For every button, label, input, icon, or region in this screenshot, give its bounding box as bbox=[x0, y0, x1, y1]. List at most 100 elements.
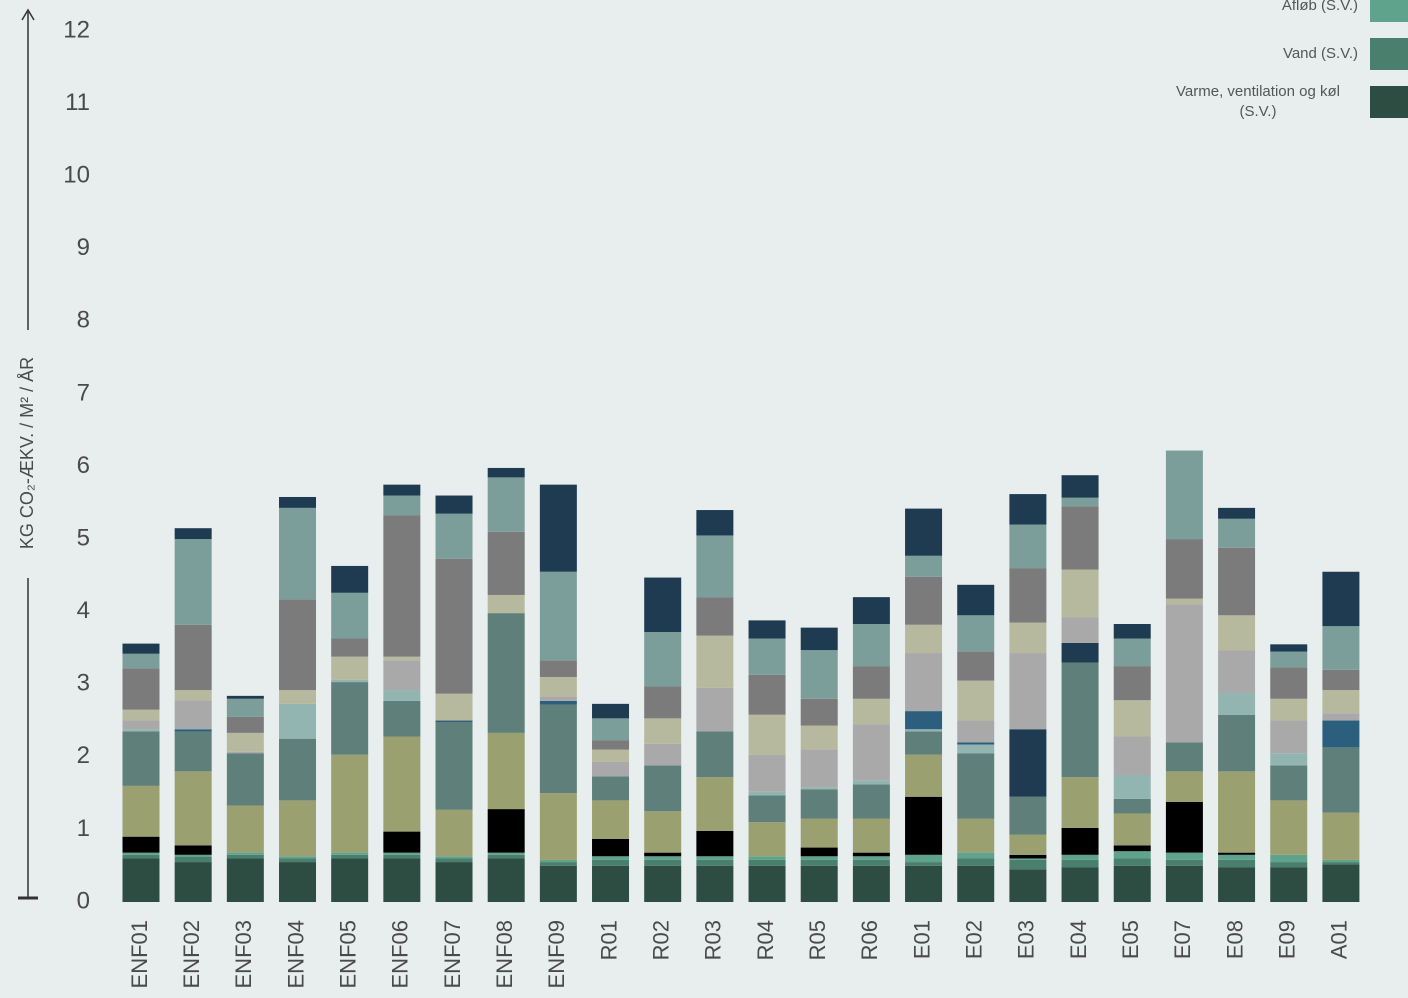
bar-segment bbox=[383, 858, 421, 902]
bar-segment bbox=[539, 862, 577, 866]
bar-segment bbox=[1218, 547, 1256, 616]
bar-segment bbox=[383, 515, 421, 657]
bar-segment bbox=[539, 696, 577, 701]
bar-segment bbox=[957, 818, 995, 853]
bar-segment bbox=[435, 513, 473, 559]
x-tick-label: ENF05 bbox=[335, 920, 360, 988]
bar-segment bbox=[592, 856, 630, 860]
bar-segment bbox=[1009, 622, 1047, 654]
bar-segment bbox=[331, 858, 369, 902]
bar-segment bbox=[383, 831, 421, 853]
bar-segment bbox=[852, 865, 890, 902]
bar-segment bbox=[1218, 518, 1256, 548]
bar-segment bbox=[1009, 653, 1047, 730]
bar-segment bbox=[1270, 644, 1308, 652]
bar-segment bbox=[383, 690, 421, 701]
y-tick-label: 3 bbox=[77, 670, 90, 697]
bar-segment bbox=[539, 859, 577, 863]
x-tick-label: E03 bbox=[1014, 920, 1039, 959]
bar-segment bbox=[592, 800, 630, 839]
bar-segment bbox=[487, 809, 525, 853]
bar-segment bbox=[226, 732, 264, 752]
bar-segment bbox=[748, 791, 786, 796]
bar-segment bbox=[1218, 859, 1256, 868]
bar-segment bbox=[696, 859, 734, 866]
bar-segment bbox=[1061, 642, 1099, 663]
bar-segment bbox=[748, 856, 786, 860]
bar-segment bbox=[800, 865, 838, 902]
bar-segment bbox=[644, 811, 682, 853]
bar-segment bbox=[696, 510, 734, 536]
bar-segment bbox=[383, 700, 421, 737]
bar-segment bbox=[331, 592, 369, 639]
bar-segment bbox=[852, 666, 890, 699]
bar-segment bbox=[331, 852, 369, 855]
bar-segment bbox=[174, 845, 212, 855]
bar-segment bbox=[174, 771, 212, 846]
bar-segment bbox=[905, 555, 943, 577]
bar-segment bbox=[1061, 867, 1099, 902]
bar-segment bbox=[748, 714, 786, 755]
bar-segment bbox=[122, 836, 160, 853]
bar-segment bbox=[1218, 854, 1256, 860]
bar-segment bbox=[1322, 862, 1360, 865]
bar-segment bbox=[331, 682, 369, 755]
bar-segment bbox=[1165, 598, 1203, 605]
bar-segment bbox=[800, 859, 838, 866]
bar-segment bbox=[487, 613, 525, 733]
bar-segment bbox=[800, 847, 838, 857]
bar-segment bbox=[279, 862, 317, 902]
bar-segment bbox=[905, 754, 943, 797]
bar-segment bbox=[852, 698, 890, 725]
bar-segment bbox=[592, 749, 630, 762]
bar-segment bbox=[1061, 506, 1099, 570]
bar-segment bbox=[696, 830, 734, 857]
bar-segment bbox=[226, 698, 264, 717]
bar-segment bbox=[696, 687, 734, 732]
bar-segment bbox=[1322, 720, 1360, 748]
bar-segment bbox=[487, 854, 525, 859]
bar-segment bbox=[1061, 827, 1099, 855]
bar-segment bbox=[383, 495, 421, 516]
bar-segment bbox=[1113, 700, 1151, 737]
y-tick-label: 11 bbox=[65, 89, 90, 116]
bar-segment bbox=[644, 743, 682, 766]
bar-segment bbox=[644, 765, 682, 812]
bar-segment bbox=[852, 724, 890, 781]
bar-segment bbox=[696, 635, 734, 688]
bar-segment bbox=[174, 624, 212, 691]
bar-segment bbox=[1009, 858, 1047, 860]
y-tick-label: 9 bbox=[77, 234, 90, 261]
y-tick-label: 7 bbox=[77, 379, 90, 406]
bar-segment bbox=[592, 703, 630, 719]
bar-segment bbox=[331, 565, 369, 593]
bar-segment bbox=[1113, 845, 1151, 852]
bar-segment bbox=[644, 865, 682, 902]
legend-label: Vand (S.V.) bbox=[1282, 45, 1358, 62]
bar-segment bbox=[1113, 851, 1151, 859]
bar-segment bbox=[122, 731, 160, 786]
x-tick-label: E09 bbox=[1275, 920, 1300, 959]
bar-segment bbox=[487, 594, 525, 614]
x-tick-label: R04 bbox=[753, 920, 778, 960]
bar-segment bbox=[1061, 475, 1099, 498]
bar-segment bbox=[122, 852, 160, 855]
x-tick-label: E05 bbox=[1118, 920, 1143, 959]
bar-segment bbox=[800, 627, 838, 651]
bar-segment bbox=[487, 852, 525, 855]
bar-segment bbox=[696, 856, 734, 860]
bar-segment bbox=[1218, 867, 1256, 902]
bar-segment bbox=[539, 865, 577, 902]
bar-segment bbox=[1322, 864, 1360, 902]
bar-segment bbox=[1270, 765, 1308, 801]
bar-segment bbox=[122, 729, 160, 732]
bar-segment bbox=[1061, 569, 1099, 618]
bar-segment bbox=[1322, 690, 1360, 714]
bar-segment bbox=[1113, 858, 1151, 866]
bar-segment bbox=[644, 631, 682, 687]
bar-segment bbox=[1270, 720, 1308, 754]
bar-segment bbox=[174, 856, 212, 863]
bar-segment bbox=[1165, 742, 1203, 772]
bar-segment bbox=[592, 740, 630, 750]
bar-segment bbox=[592, 718, 630, 741]
